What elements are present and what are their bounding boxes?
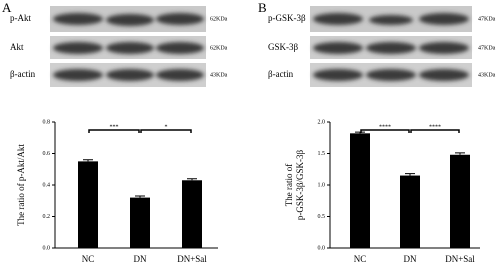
error-bar <box>455 152 465 155</box>
significance-bracket <box>140 129 192 133</box>
bar <box>78 161 98 248</box>
blot-images <box>50 6 472 87</box>
y-axis-label: The ratio of p-Akt/Akt <box>16 144 26 226</box>
y-tick-label: 1.5 <box>318 151 326 157</box>
bar <box>400 175 420 248</box>
blot-label: p-Akt <box>10 13 31 23</box>
bar <box>450 154 470 248</box>
bar <box>182 180 202 248</box>
significance-bracket <box>410 129 460 133</box>
blot-label: p-GSK-3β <box>268 13 306 23</box>
x-tick-label: DN+Sal <box>445 254 475 264</box>
significance-label: **** <box>429 124 441 130</box>
blot-size: 62KDa <box>210 16 228 22</box>
x-tick-label: DN <box>134 254 147 264</box>
blot-label: GSK-3β <box>268 42 299 52</box>
panel-label: B <box>258 0 267 15</box>
blot-size: 62KDa <box>210 45 228 51</box>
y-tick-label: 2.0 <box>318 119 326 125</box>
error-bar <box>135 195 145 198</box>
x-tick-label: DN <box>404 254 417 264</box>
blot-label: Akt <box>10 42 24 52</box>
error-bar <box>187 178 197 181</box>
panel-label: A <box>2 0 12 15</box>
y-tick-label: 1.0 <box>318 182 326 188</box>
error-bar <box>355 131 365 134</box>
y-tick-label: 0.6 <box>43 151 51 157</box>
significance-label: **** <box>379 124 391 130</box>
blot-size: 47KDa <box>478 16 496 22</box>
x-tick-label: DN+Sal <box>177 254 207 264</box>
significance-label: *** <box>110 124 119 130</box>
blot-label: β-actin <box>10 69 36 79</box>
blot-size: 43KDa <box>210 72 228 78</box>
significance-bracket <box>88 129 140 133</box>
y-tick-label: 0.0 <box>43 245 51 251</box>
bar <box>350 133 370 248</box>
significance-bracket <box>360 129 410 133</box>
x-tick-label: NC <box>354 254 367 264</box>
y-tick-label: 0.2 <box>43 214 51 220</box>
error-bar <box>83 159 93 162</box>
x-tick-label: NC <box>82 254 95 264</box>
significance-label: * <box>165 124 168 130</box>
bar <box>130 197 150 248</box>
blot-size: 47KDa <box>478 45 496 51</box>
y-tick-label: 0.8 <box>43 119 51 125</box>
y-axis-label: p-GSK-3β/GSK-3β <box>295 150 305 221</box>
y-tick-label: 0.5 <box>318 214 326 220</box>
y-tick-label: 0.0 <box>318 245 326 251</box>
y-tick-label: 0.4 <box>43 182 51 188</box>
blot-label: β-actin <box>268 69 294 79</box>
blot-size: 43KDa <box>478 72 496 78</box>
y-axis-label: The ratio of <box>284 164 294 206</box>
error-bar <box>405 173 415 176</box>
